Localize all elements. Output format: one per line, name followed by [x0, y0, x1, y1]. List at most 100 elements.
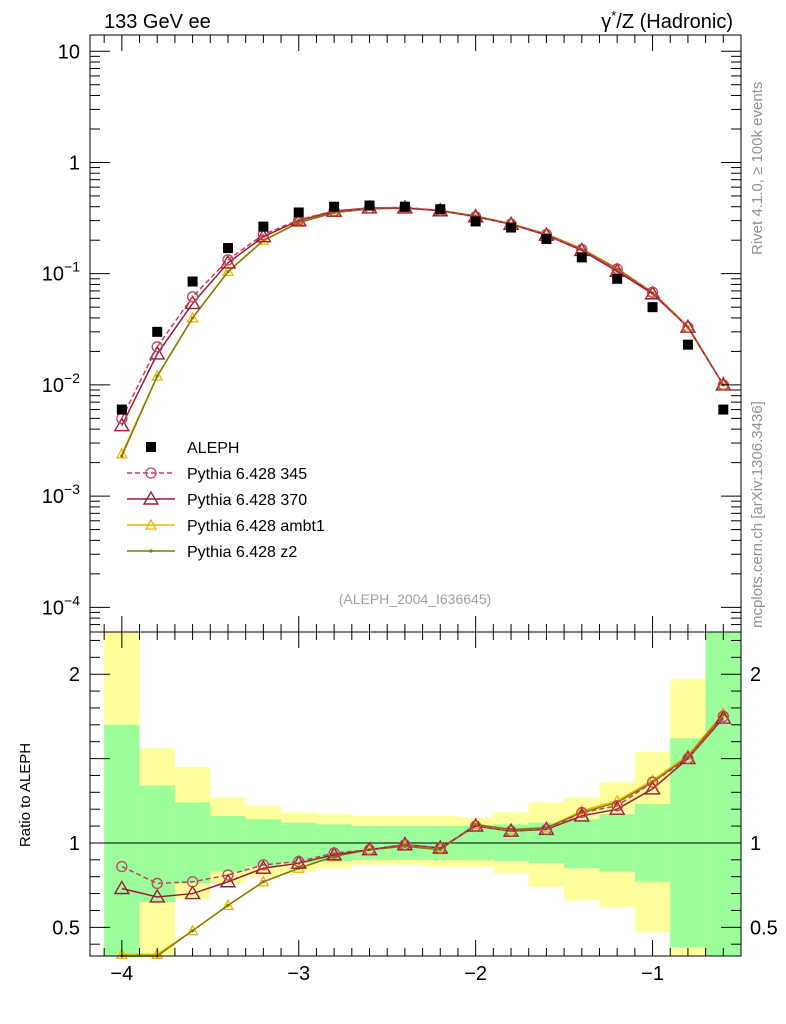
data-point	[435, 204, 446, 215]
ratio-point	[191, 929, 195, 933]
ratio-line-z2	[121, 714, 724, 957]
data-point	[682, 339, 693, 350]
axis-ticks	[90, 35, 742, 956]
data-points	[116, 200, 729, 415]
legend-marker-data	[146, 442, 156, 452]
ratio-point	[113, 880, 131, 895]
data-point	[222, 243, 233, 254]
y-tick-exponent: −3	[64, 481, 80, 497]
analysis-tag: (ALEPH_2004_I636645)	[339, 591, 492, 607]
ratio-point	[116, 860, 128, 873]
ratio-point	[186, 876, 199, 888]
ratio-point	[363, 844, 376, 856]
ratio-point	[580, 810, 584, 815]
ratio-point	[115, 947, 128, 959]
series-point	[682, 321, 694, 333]
main-curves	[113, 199, 732, 459]
y-tick-label-bottom-right: 2	[750, 664, 761, 686]
mcplots-label: mcplots.cern.ch [arXiv:1306.3436]	[749, 401, 766, 628]
ratio-point	[328, 847, 340, 859]
ratio-point	[469, 820, 482, 832]
process-text: /Z (Hadronic)	[616, 11, 733, 33]
series-point	[186, 311, 199, 323]
ratio-point	[403, 844, 407, 848]
y-tick-base: 1	[69, 152, 80, 174]
y-tick-label-top: 1	[69, 152, 80, 174]
process-symbol: γ	[601, 11, 611, 33]
data-point	[647, 302, 658, 313]
series-point	[151, 341, 163, 353]
ratio-point	[261, 880, 265, 884]
y-tick-label-top: 10−2	[42, 370, 80, 397]
data-point	[364, 200, 375, 211]
band-inner-bin	[210, 815, 246, 872]
y-tick-base: 10	[42, 486, 64, 508]
rivet-version-label: Rivet 4.1.0, ≥ 100k events	[749, 82, 766, 255]
series-point	[290, 212, 307, 227]
y-tick-base: 10	[58, 41, 80, 63]
series-point	[222, 254, 234, 266]
legend-marker-p345	[145, 467, 157, 479]
series-point	[255, 228, 272, 243]
y-tick-label-top: 10−3	[42, 481, 80, 508]
data-point	[152, 326, 163, 337]
ratio-point	[540, 823, 553, 836]
data-point	[718, 404, 729, 415]
series-point	[186, 291, 199, 303]
series-line-ambt1	[121, 207, 724, 455]
series-point	[155, 374, 159, 378]
legend-marker-z2	[149, 549, 153, 553]
data-point	[576, 252, 587, 263]
data-point	[258, 221, 269, 232]
ratio-point	[184, 885, 201, 900]
data-point	[612, 273, 623, 284]
data-point	[506, 222, 517, 233]
x-tick-label: −2	[464, 963, 487, 985]
series-point	[646, 286, 659, 298]
ratio-point	[219, 873, 237, 888]
ratio-point	[226, 903, 230, 907]
band-inner-bin	[705, 632, 741, 956]
ratio-point	[509, 827, 513, 832]
series-point	[644, 285, 661, 300]
data-point	[399, 201, 410, 212]
ratio-point	[255, 859, 272, 874]
data-point	[116, 404, 127, 415]
series-ambt1	[115, 201, 730, 459]
ratio-point	[399, 838, 411, 851]
y-tick-label-bottom-right: 0.5	[750, 917, 778, 939]
series-point	[151, 369, 164, 381]
series-point	[120, 454, 124, 458]
ratio-point	[221, 899, 235, 911]
y-tick-label-top: 10−1	[42, 259, 80, 286]
x-tick-label: −1	[641, 963, 664, 985]
legend-marker-ambt1	[144, 518, 158, 530]
ratio-point	[434, 842, 446, 854]
ratio-point	[293, 855, 305, 868]
ratio-point	[682, 752, 694, 765]
y-tick-label-bottom-right: 1	[750, 833, 761, 855]
ratio-point	[149, 888, 166, 903]
series-p370	[113, 199, 732, 432]
ratio-point	[257, 859, 270, 871]
ratio-point	[325, 846, 343, 861]
legend-label-data: ALEPH	[187, 440, 239, 457]
ratio-point	[715, 709, 732, 724]
ratio-point	[611, 800, 623, 812]
chart-header-process: γ*/Z (Hadronic)	[601, 8, 733, 33]
y-tick-label-top: 10−4	[42, 592, 80, 619]
series-point	[191, 316, 195, 320]
y-tick-base: 10	[42, 375, 64, 397]
series-point	[219, 254, 237, 269]
data-point	[293, 207, 304, 218]
ratio-point	[717, 710, 729, 723]
ratio-point	[721, 713, 725, 717]
x-tick-label: −3	[287, 963, 310, 985]
y-tick-exponent: −2	[64, 370, 80, 386]
ratio-point	[575, 804, 588, 816]
legend-marker-p370	[142, 490, 160, 505]
ratio-point	[474, 822, 478, 826]
process-star: *	[611, 8, 616, 23]
legend-label-p345: Pythia 6.428 345	[187, 466, 307, 483]
